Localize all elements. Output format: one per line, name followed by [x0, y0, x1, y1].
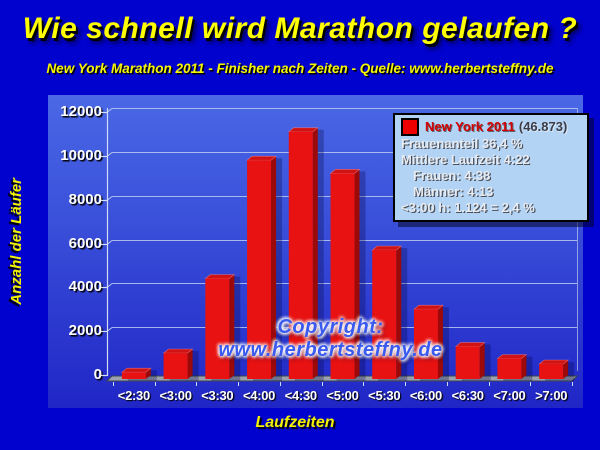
- bar: [204, 274, 241, 381]
- bar-front-face: [455, 346, 480, 379]
- bar-side-face: [271, 156, 277, 379]
- bar-top-face: [287, 127, 319, 133]
- bar: [371, 245, 408, 381]
- x-tick-label: <5:00: [326, 388, 359, 403]
- y-tick-label: 6000: [68, 234, 102, 252]
- bar-front-face: [247, 160, 272, 379]
- bar: [538, 359, 575, 381]
- page-title: Wie schnell wird Marathon gelaufen ?: [22, 12, 578, 45]
- bar: [412, 304, 449, 381]
- bar: [162, 348, 199, 381]
- y-tick-label: 2000: [68, 322, 102, 340]
- bar-front-face: [372, 250, 397, 379]
- bar-front-face: [413, 309, 438, 379]
- y-tick-label: 12000: [60, 103, 102, 120]
- legend-header-row: New York 2011 (46.873): [401, 118, 583, 136]
- plot-svg: [101, 108, 579, 386]
- bar-top-face: [371, 245, 403, 251]
- x-tick-label: <3:30: [201, 388, 234, 403]
- bar-front-face: [497, 358, 522, 379]
- y-tick-label: 10000: [60, 146, 102, 164]
- bar-side-face: [396, 246, 402, 379]
- bar-top-face: [204, 274, 236, 279]
- bar: [454, 342, 491, 381]
- y-tick-label: 4000: [68, 278, 102, 296]
- x-tick-label: <2:30: [117, 388, 150, 403]
- x-tick-label: <6:30: [451, 388, 484, 403]
- bar-top-face: [246, 155, 278, 161]
- bar-side-face: [563, 360, 569, 379]
- bar-side-face: [521, 354, 527, 379]
- bar-front-face: [288, 131, 313, 379]
- bar-front-face: [121, 372, 146, 379]
- x-tick-label: <3:00: [159, 388, 192, 403]
- x-tick-label: >7:00: [535, 388, 568, 403]
- bar-side-face: [187, 349, 193, 379]
- bar-front-face: [163, 353, 188, 379]
- legend-stat-sub3: <3:00 h: 1.124 = 2,4 %: [401, 200, 535, 215]
- legend-stat-frauenanteil: Frauenanteil 36,4 %: [401, 136, 523, 151]
- page-subtitle: New York Marathon 2011 - Finisher nach Z…: [46, 61, 554, 76]
- x-tick-label: <5:30: [368, 388, 401, 403]
- bar: [496, 354, 533, 381]
- legend-total-count: (46.873): [518, 119, 568, 134]
- x-tick-label: <6:00: [409, 388, 442, 403]
- bar-top-face: [538, 359, 570, 365]
- bar-side-face: [354, 169, 360, 379]
- bar-top-face: [412, 304, 444, 310]
- x-tick-label: <4:00: [242, 388, 276, 403]
- legend-stat-mittlere-laufzeit: Mittlere Laufzeit 4:22: [401, 152, 530, 167]
- bar-side-face: [479, 342, 485, 379]
- bar: [329, 169, 366, 381]
- y-axis-title: Anzahl der Läufer: [8, 178, 25, 305]
- y-tick-label: 0: [93, 366, 102, 383]
- bar-front-face: [330, 173, 355, 379]
- bar-side-face: [437, 305, 443, 379]
- legend-series-label: New York 2011: [425, 119, 515, 134]
- x-tick-label: <4:30: [284, 388, 317, 403]
- bar: [246, 155, 283, 381]
- bar-top-face: [120, 367, 152, 373]
- bar-top-face: [496, 354, 528, 359]
- legend-series-swatch: [401, 118, 419, 136]
- bar: [287, 127, 324, 381]
- copyright-watermark: Copyright: www.herbertsteffny.de: [218, 316, 443, 361]
- y-tick-label: 8000: [68, 190, 102, 208]
- bar-top-face: [329, 169, 361, 174]
- x-axis-title: Laufzeiten: [255, 414, 335, 431]
- bar-front-face: [205, 278, 230, 379]
- legend: New York 2011 (46.873) Frauenanteil 36,4…: [393, 113, 589, 222]
- bar-side-face: [229, 274, 235, 379]
- legend-stat-frauen: Frauen: 4:38: [413, 168, 491, 183]
- bar-side-face: [312, 127, 318, 379]
- bar-front-face: [539, 364, 564, 379]
- bar: [120, 367, 157, 381]
- x-tick-label: <7:00: [493, 388, 526, 403]
- legend-stat-maenner: Männer: 4:13: [413, 184, 494, 199]
- bar-side-face: [145, 368, 151, 379]
- chart-panel: 0 2000 4000 6000 8000 10000 12000 <2:30 <3:00 <3…: [48, 95, 589, 408]
